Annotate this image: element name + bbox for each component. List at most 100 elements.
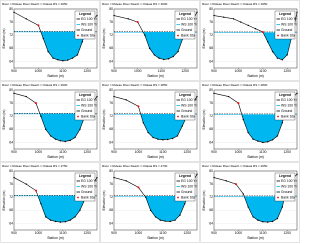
bank-station bbox=[34, 189, 37, 192]
legend-title: Legend bbox=[179, 12, 191, 16]
legend-label: Bank Sta bbox=[81, 33, 95, 37]
ground-point bbox=[276, 135, 279, 137]
legend-label: Bank Sta bbox=[81, 114, 95, 118]
ground-point bbox=[76, 54, 79, 56]
ground-point bbox=[49, 219, 52, 221]
ground-point bbox=[153, 54, 156, 56]
legend-label: WS 100 Yr bbox=[181, 184, 198, 188]
legend-label: WS 100 Yr bbox=[181, 22, 198, 26]
water-fill bbox=[37, 195, 87, 223]
ground-point bbox=[145, 196, 147, 198]
y-tick-label: 68 bbox=[109, 208, 113, 212]
x-tick-label: 1000 bbox=[135, 150, 143, 154]
x-tick-label: 1000 bbox=[35, 231, 43, 235]
ground-point bbox=[52, 57, 54, 59]
y-tick-label: 64 bbox=[109, 59, 113, 63]
legend-label: Ground bbox=[181, 109, 192, 113]
bank-station bbox=[37, 24, 40, 27]
x-tick-label: 1000 bbox=[35, 69, 43, 73]
y-tick-label: 76 bbox=[209, 101, 213, 105]
legend-title: Legend bbox=[279, 174, 291, 178]
legend-box bbox=[274, 91, 296, 121]
legend-label: EG 100 Yr bbox=[181, 179, 198, 183]
y-tick-label: 72 bbox=[9, 33, 13, 37]
x-tick-label: 900 bbox=[11, 231, 17, 235]
legend-label: EG 100 Yr bbox=[81, 17, 98, 21]
legend-title: Legend bbox=[79, 12, 91, 16]
ground-point bbox=[59, 221, 62, 223]
legend-label: EG 100 Yr bbox=[81, 179, 98, 183]
x-tick-label: 1100 bbox=[59, 231, 66, 235]
ground-point bbox=[125, 180, 127, 182]
legend-label: EG 100 Yr bbox=[281, 98, 298, 102]
ground-point bbox=[163, 58, 165, 61]
water-fill bbox=[140, 114, 188, 140]
y-axis-label: Elevation (m) bbox=[202, 191, 206, 211]
y-axis-label: Elevation (m) bbox=[2, 29, 6, 49]
legend-label: WS 100 Yr bbox=[181, 103, 198, 107]
ground-point bbox=[71, 57, 74, 59]
water-fill bbox=[145, 196, 188, 222]
ground-point bbox=[281, 59, 284, 61]
ground-point bbox=[276, 57, 279, 59]
y-axis-label: Elevation (m) bbox=[102, 191, 106, 211]
ground-point bbox=[169, 220, 171, 223]
x-axis-label: Station (m) bbox=[147, 236, 164, 240]
ground-point bbox=[177, 50, 179, 53]
y-tick-label: 68 bbox=[109, 46, 113, 50]
legend-label: Ground bbox=[81, 28, 92, 32]
y-tick-label: 72 bbox=[9, 195, 13, 199]
ground-point bbox=[262, 221, 264, 223]
x-tick-label: 1100 bbox=[259, 69, 266, 73]
legend-label: WS 100 Yr bbox=[281, 103, 298, 107]
legend-swatch bbox=[177, 34, 179, 37]
ground-point bbox=[40, 203, 42, 205]
ground-point bbox=[79, 209, 81, 212]
y-tick-label: 68 bbox=[209, 127, 213, 131]
y-tick-label: 68 bbox=[9, 46, 13, 50]
plot-frame bbox=[13, 89, 98, 150]
x-tick-label: 900 bbox=[11, 150, 17, 154]
y-tick-label: 76 bbox=[109, 101, 113, 105]
y-tick-label: 72 bbox=[9, 114, 13, 118]
y-tick-label: 80 bbox=[209, 169, 213, 173]
ground-point bbox=[125, 99, 127, 101]
y-axis-label: Elevation (m) bbox=[202, 29, 206, 49]
ground-point bbox=[74, 216, 76, 218]
ground-point bbox=[171, 137, 174, 140]
ground-point bbox=[176, 135, 179, 137]
ground-point bbox=[57, 59, 59, 61]
legend-label: Ground bbox=[181, 28, 192, 32]
ground-point bbox=[167, 138, 169, 141]
y-tick-label: 64 bbox=[209, 221, 213, 225]
x-tick-label: 1100 bbox=[259, 150, 266, 154]
ground-line bbox=[113, 12, 198, 60]
ground-point bbox=[267, 41, 269, 43]
y-tick-label: 68 bbox=[209, 46, 213, 50]
panel-title: River = Rideau River Reach = Ottawa RS =… bbox=[202, 83, 268, 87]
panel: River = Rideau River Reach = Ottawa RS =… bbox=[100, 0, 200, 81]
x-tick-label: 1200 bbox=[83, 69, 91, 73]
ground-point bbox=[276, 217, 279, 220]
x-tick-label: 1200 bbox=[181, 69, 189, 73]
ground-point bbox=[174, 219, 176, 221]
legend-swatch bbox=[77, 34, 79, 37]
bank-station bbox=[237, 102, 240, 105]
legend-label: Bank Sta bbox=[181, 114, 195, 118]
legend-label: Bank Sta bbox=[281, 195, 295, 199]
y-tick-label: 80 bbox=[109, 88, 113, 92]
ground-point bbox=[242, 118, 244, 121]
legend-box bbox=[274, 172, 296, 202]
y-tick-label: 80 bbox=[9, 169, 13, 173]
x-tick-label: 1100 bbox=[159, 150, 166, 154]
water-fill bbox=[263, 32, 293, 60]
ground-point bbox=[148, 47, 151, 50]
legend-label: EG 100 Yr bbox=[281, 179, 298, 183]
x-tick-label: 1000 bbox=[135, 231, 143, 235]
ground-point bbox=[25, 18, 27, 20]
ground-point bbox=[281, 206, 284, 208]
y-tick-label: 64 bbox=[9, 59, 13, 63]
legend-label: Ground bbox=[281, 28, 292, 32]
panel-title: River = Rideau River Reach = Ottawa RS =… bbox=[102, 164, 168, 168]
x-tick-label: 1000 bbox=[235, 150, 243, 154]
